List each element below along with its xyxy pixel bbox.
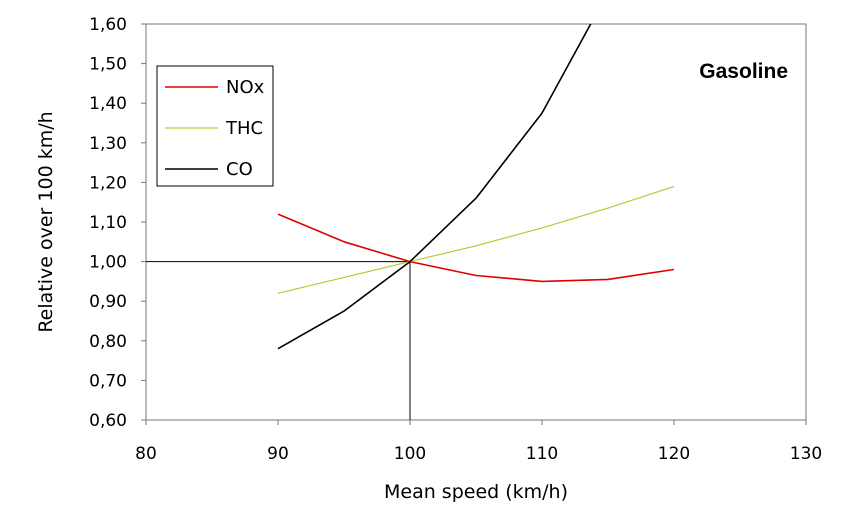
y-tick-label: 1,10 bbox=[89, 213, 127, 233]
legend: NOx THC CO bbox=[156, 65, 274, 187]
y-tick-label: 0,60 bbox=[89, 411, 127, 431]
series-line-co bbox=[277, 24, 592, 350]
y-tick-label: 0,90 bbox=[89, 292, 127, 312]
x-tick-label: 120 bbox=[658, 444, 690, 464]
x-tick-label: 110 bbox=[526, 444, 558, 464]
series-layer bbox=[277, 24, 675, 350]
fuel-annotation: Gasoline bbox=[699, 60, 788, 83]
y-tick-label: 0,80 bbox=[89, 332, 127, 352]
y-tick-label: 1,30 bbox=[89, 134, 127, 154]
series-line-nox bbox=[277, 213, 675, 283]
y-tick-label: 1,60 bbox=[89, 15, 127, 35]
x-tick-label: 90 bbox=[267, 444, 289, 464]
legend-label-nox: NOx bbox=[226, 77, 265, 98]
legend-label-thc: THC bbox=[225, 118, 263, 139]
x-axis-title: Mean speed (km/h) bbox=[384, 481, 568, 503]
x-tick-label: 80 bbox=[135, 444, 157, 464]
y-axis-title: Relative over 100 km/h bbox=[35, 111, 57, 332]
reference-lines bbox=[146, 261, 411, 420]
legend-box bbox=[156, 65, 274, 187]
y-tick-label: 0,70 bbox=[89, 371, 127, 391]
series-line-thc bbox=[277, 185, 675, 294]
x-tick-label: 100 bbox=[394, 444, 426, 464]
x-tick-label: 130 bbox=[790, 444, 822, 464]
legend-label-co: CO bbox=[226, 159, 253, 180]
y-tick-label: 1,50 bbox=[89, 55, 127, 75]
y-axis-ticks: 0,60 0,70 0,80 0,90 1,00 1,10 1,20 1,30 1,40 1,50… bbox=[89, 15, 146, 431]
y-tick-label: 1,00 bbox=[89, 253, 127, 273]
x-axis-ticks: 80 90 100 110 120 130 bbox=[135, 420, 822, 464]
y-tick-label: 1,40 bbox=[89, 94, 127, 114]
y-tick-label: 1,20 bbox=[89, 173, 127, 193]
